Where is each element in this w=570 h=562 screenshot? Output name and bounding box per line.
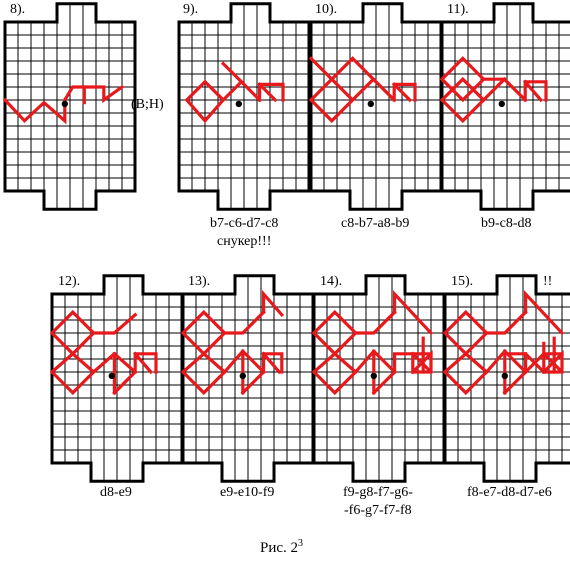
move-caption: -f6-g7-f7-f8	[344, 503, 412, 518]
path-segment	[329, 56, 376, 82]
board-14	[311, 274, 446, 483]
path-segment	[522, 79, 544, 103]
path-segment	[393, 352, 415, 374]
path-segment	[485, 309, 528, 335]
board-label: 12).	[58, 274, 81, 289]
board-label: 11).	[447, 2, 469, 17]
figure-caption: Рис. 23	[260, 538, 303, 557]
path-segment	[262, 289, 285, 318]
center-dot	[498, 100, 505, 108]
board-label: 14).	[320, 274, 343, 289]
path-segment	[481, 76, 528, 103]
board-15	[442, 274, 570, 483]
path-segment	[350, 76, 397, 103]
path-segment	[353, 348, 397, 396]
center-dot	[235, 100, 242, 108]
center-dot	[61, 100, 68, 108]
board-extra-mark: !!	[543, 274, 553, 289]
move-caption: f9-g8-f7-g6-	[343, 485, 413, 500]
path-segment	[220, 61, 244, 85]
figure-caption-text: Рис. 2	[260, 540, 299, 556]
figure-caption-superscript: 3	[298, 538, 304, 549]
path-segment	[442, 351, 489, 396]
move-caption: b9-c8-d8	[481, 216, 532, 231]
board-10	[308, 2, 443, 211]
path-segment	[393, 289, 434, 336]
board-12	[49, 274, 184, 483]
move-caption: d8-e9	[100, 485, 132, 500]
board-9	[177, 2, 311, 211]
center-dot	[367, 100, 374, 108]
path-segment	[391, 82, 413, 103]
board-11	[439, 2, 570, 211]
path-segment	[91, 312, 138, 335]
board-label: 13).	[188, 274, 211, 289]
board-outline	[177, 2, 311, 211]
move-caption: f8-e7-d8-d7-e6	[467, 485, 552, 500]
board-label: 10).	[315, 2, 338, 17]
board-13	[180, 274, 315, 483]
board-outline	[440, 2, 570, 211]
path-segment	[523, 80, 548, 102]
path-segment	[180, 351, 227, 396]
path-segment	[392, 82, 417, 102]
path-segment	[523, 289, 565, 336]
path-segment	[257, 82, 278, 103]
path-segment	[49, 351, 96, 396]
path-segment	[354, 309, 397, 335]
path-segment	[222, 348, 266, 396]
center-dot	[501, 372, 508, 380]
path-segment	[223, 309, 266, 335]
path-segment	[220, 79, 262, 103]
path-segment	[311, 351, 358, 396]
board-label: 15).	[451, 274, 474, 289]
center-dot	[108, 372, 116, 380]
path-segment	[523, 351, 547, 375]
path-segment	[132, 351, 154, 375]
path-segment	[91, 351, 138, 396]
move-caption: b7-c6-d7-c8	[210, 216, 279, 231]
path-segment	[262, 352, 284, 374]
board-outline	[443, 274, 570, 483]
board-label: 9).	[183, 2, 199, 17]
board-label: 8).	[10, 2, 26, 17]
board-8	[2, 2, 137, 211]
side-note: (B;H)	[131, 97, 164, 112]
move-caption: e9-e10-f9	[220, 485, 275, 500]
path-segment	[261, 351, 282, 375]
center-dot	[239, 372, 246, 380]
path-segment	[484, 348, 528, 396]
path-segment	[258, 82, 285, 102]
board-outline	[3, 2, 137, 211]
path-segment	[308, 56, 335, 82]
move-caption: снукер!!!	[217, 234, 272, 249]
path-segment	[2, 84, 125, 125]
move-caption: c8-b7-a8-b9	[341, 216, 410, 231]
center-dot	[370, 372, 377, 380]
path-segment	[133, 352, 158, 374]
